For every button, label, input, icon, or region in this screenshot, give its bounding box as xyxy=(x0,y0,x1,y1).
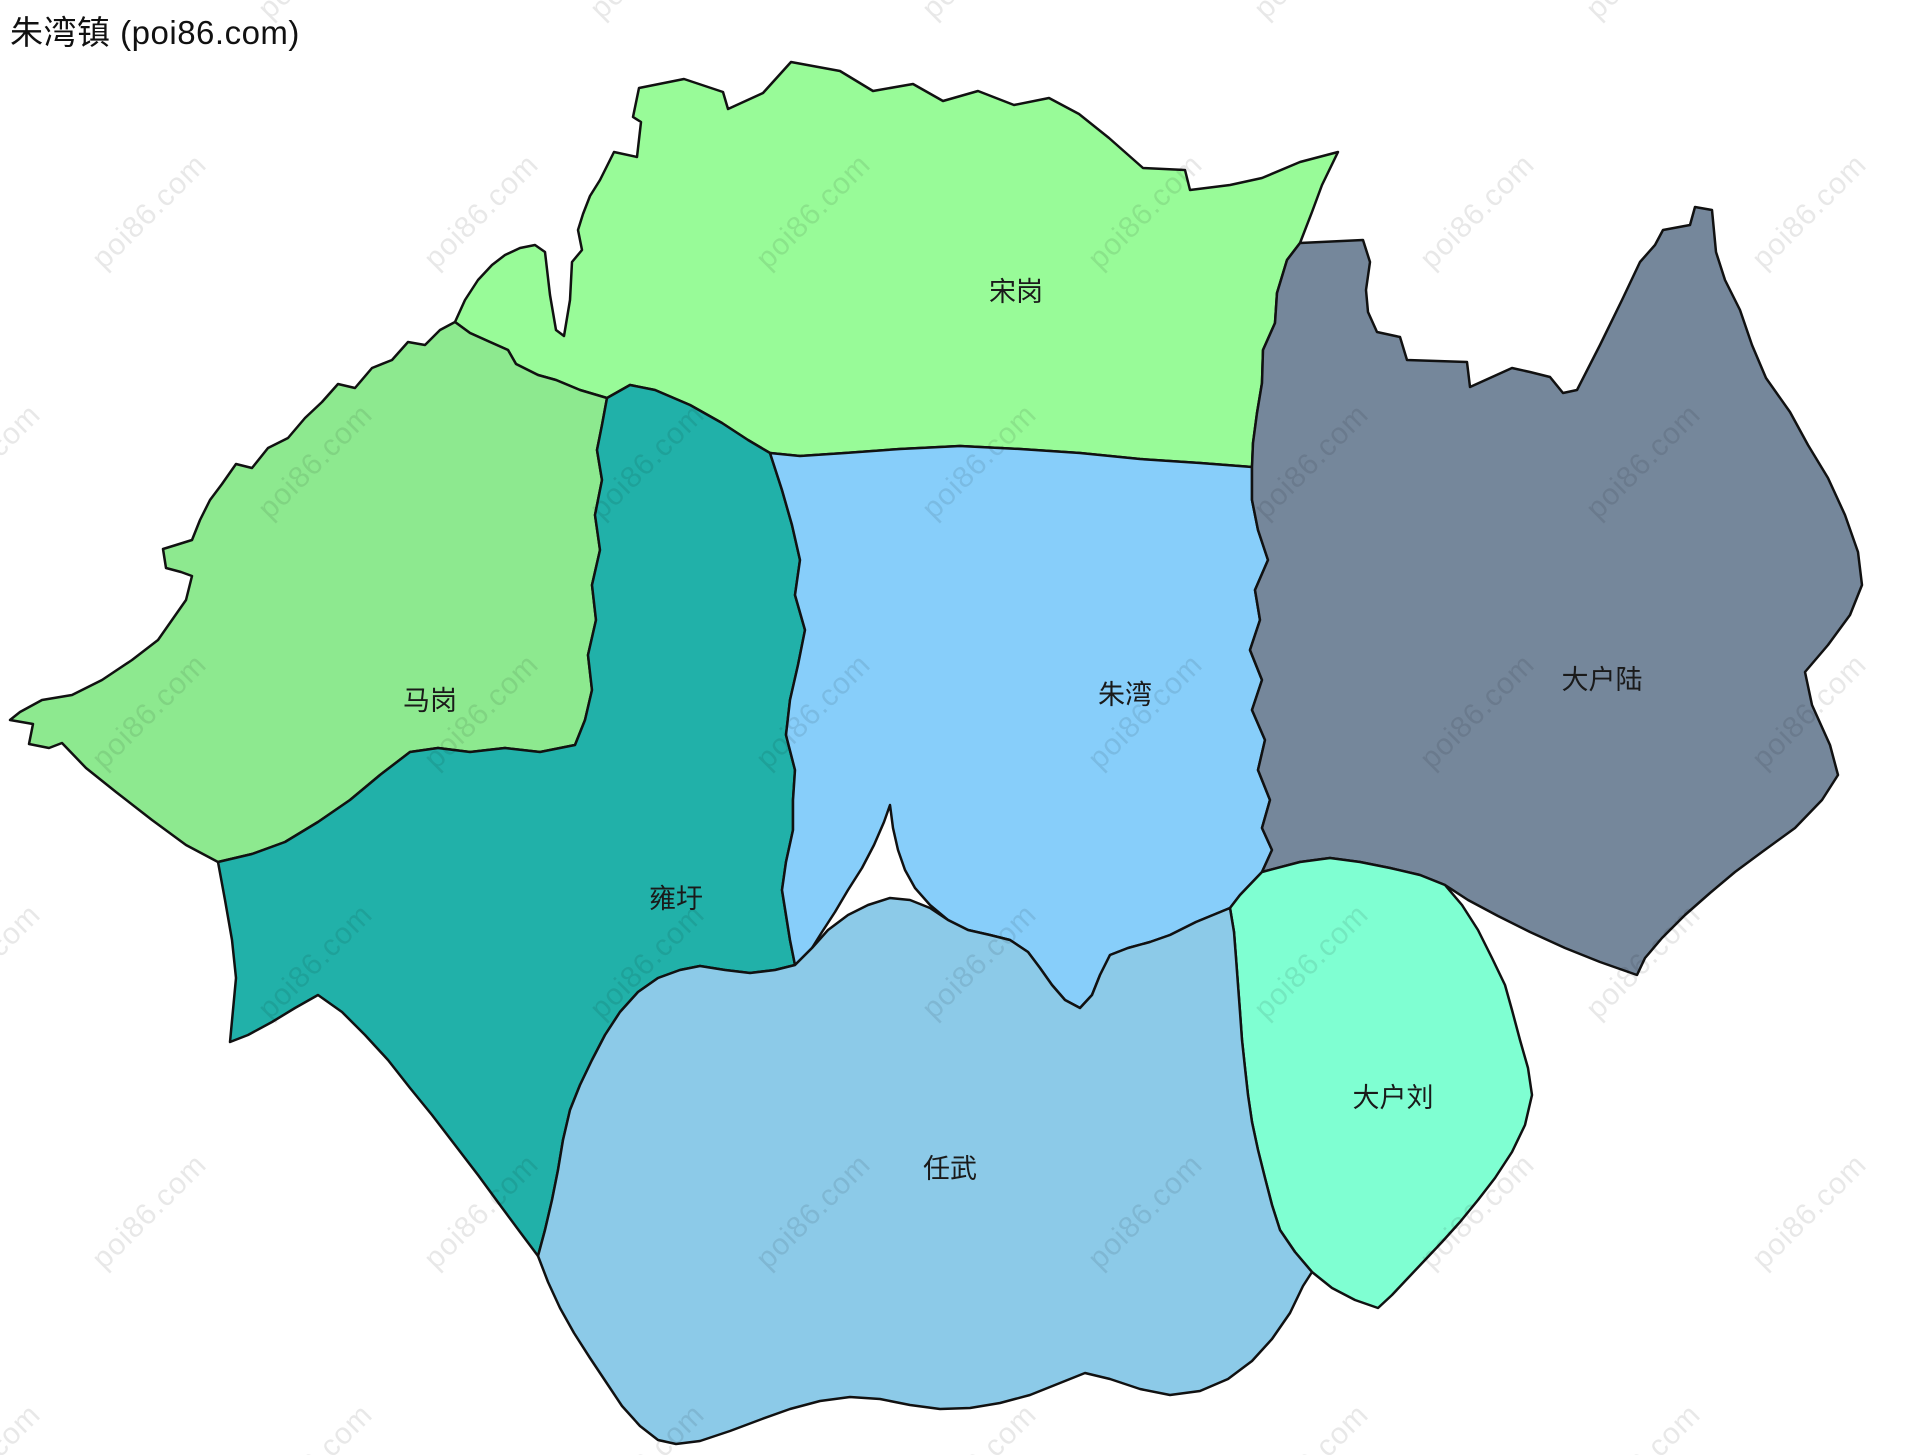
region-renwu xyxy=(536,896,1314,1446)
region-label-renwu: 任武 xyxy=(923,1154,977,1184)
page-title: 朱湾镇 (poi86.com) xyxy=(10,14,300,51)
region-label-songgang: 宋岗 xyxy=(989,277,1043,307)
region-label-magang: 马岗 xyxy=(403,686,457,716)
region-dahulu xyxy=(1248,205,1864,977)
region-label-yongxu: 雍圩 xyxy=(649,884,703,914)
region-label-zhuwan: 朱湾 xyxy=(1098,680,1152,710)
region-label-dahuliu: 大户刘 xyxy=(1353,1083,1434,1113)
region-label-dahulu: 大户陆 xyxy=(1562,665,1643,695)
